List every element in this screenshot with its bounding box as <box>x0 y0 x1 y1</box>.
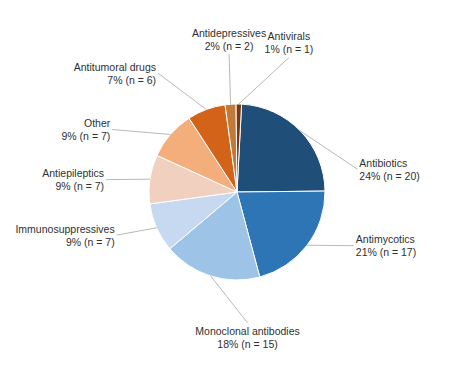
svg-text:Immunosuppressives: Immunosuppressives <box>15 223 114 235</box>
svg-text:Antitumoral drugs: Antitumoral drugs <box>74 61 156 73</box>
svg-text:9% (n = 7): 9% (n = 7) <box>62 130 111 142</box>
svg-text:9% (n = 7): 9% (n = 7) <box>55 180 104 192</box>
svg-text:21% (n = 17): 21% (n = 17) <box>356 246 416 258</box>
svg-text:24% (n = 20): 24% (n = 20) <box>359 170 419 182</box>
svg-text:9% (n = 7): 9% (n = 7) <box>66 236 115 248</box>
svg-text:1% (n = 1): 1% (n = 1) <box>265 43 314 55</box>
svg-text:Antidepressives: Antidepressives <box>192 27 266 39</box>
svg-text:7% (n = 6): 7% (n = 6) <box>107 74 156 86</box>
svg-text:18% (n = 15): 18% (n = 15) <box>217 338 277 350</box>
svg-text:2% (n = 2): 2% (n = 2) <box>205 40 254 52</box>
svg-text:Antibiotics: Antibiotics <box>359 157 407 169</box>
svg-text:Antimycotics: Antimycotics <box>356 233 415 245</box>
svg-text:Other: Other <box>84 117 111 129</box>
svg-text:Antiepileptics: Antiepileptics <box>42 167 104 179</box>
svg-text:Antivirals: Antivirals <box>268 30 311 42</box>
svg-text:Monoclonal antibodies: Monoclonal antibodies <box>195 325 300 337</box>
